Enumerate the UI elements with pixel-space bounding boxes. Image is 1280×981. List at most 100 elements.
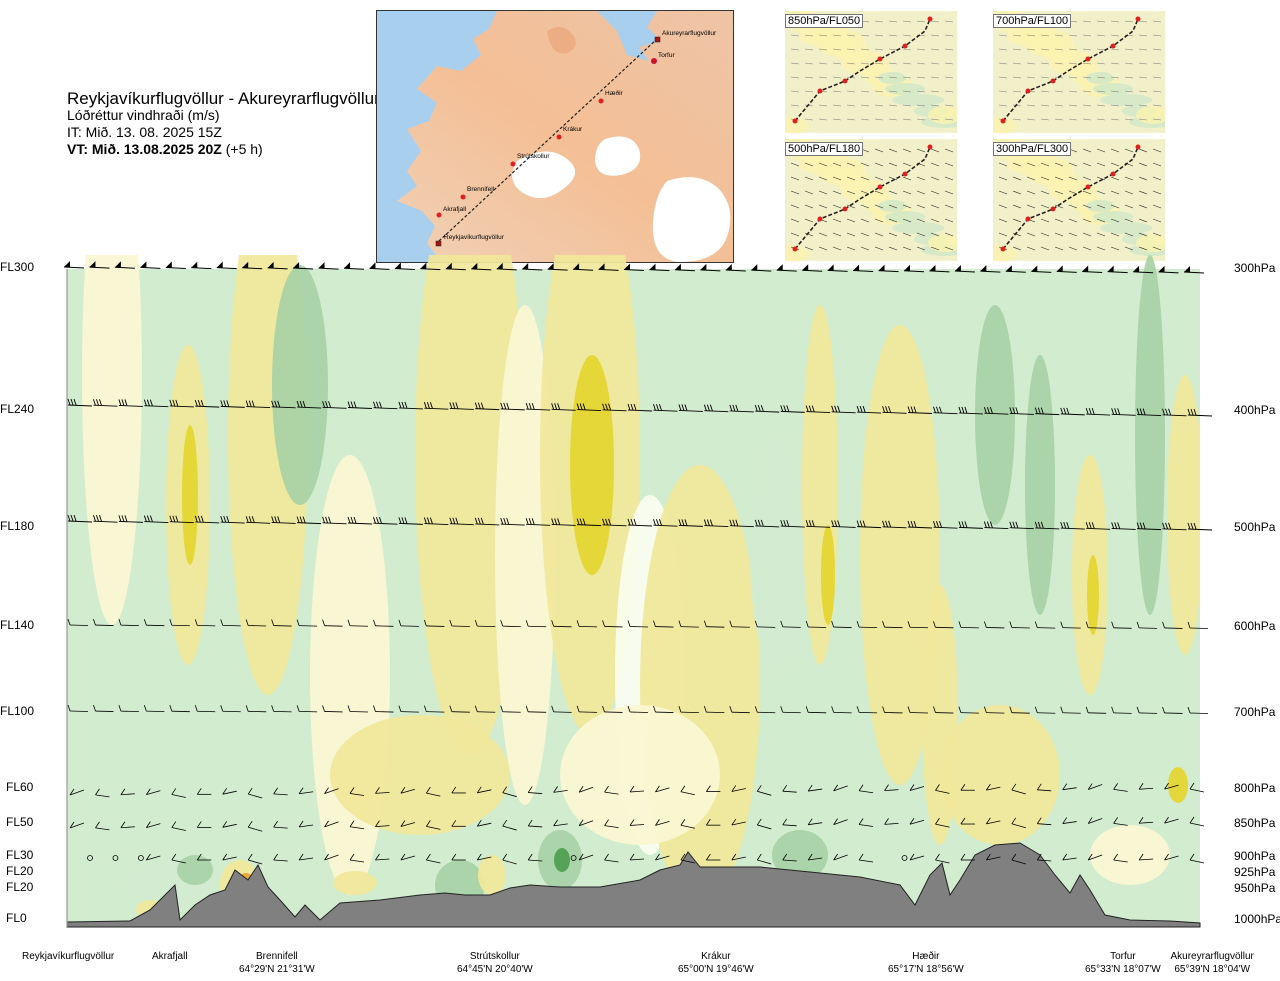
minimap-barb (818, 246, 828, 251)
wind-barb (958, 706, 979, 714)
wind-barb (69, 788, 85, 796)
pressure-level-label: 300hPa (1234, 261, 1276, 275)
minimap-barb (1040, 176, 1050, 181)
wind-barb (527, 819, 543, 828)
minimap-cell (1093, 83, 1133, 95)
wind-barb (827, 264, 848, 272)
minimap-barb (1110, 118, 1120, 121)
minimap-marker (1025, 88, 1031, 94)
minimap-marker (817, 216, 823, 222)
minimap-cell (1093, 211, 1133, 223)
minimap-barb (832, 90, 842, 93)
minimap-barb (930, 190, 940, 195)
minimap-barb (1068, 118, 1078, 121)
minimap-barb (1124, 20, 1134, 23)
wind-barb (220, 515, 245, 524)
wind-barb (1087, 783, 1103, 790)
minimap-barb (944, 34, 954, 37)
minimap-barb (846, 104, 856, 107)
wind-barb (909, 784, 925, 791)
minimap-barb (1152, 232, 1162, 237)
minimap-barb (1096, 162, 1106, 167)
minimap-barb (804, 204, 814, 209)
minimap-barb (1054, 204, 1064, 209)
marker-reykjavikurflugvollur (435, 240, 442, 247)
wind-barb (95, 821, 110, 831)
minimap-barb (1152, 162, 1162, 167)
minimap-barb (1124, 190, 1134, 195)
minimap-barb (1012, 218, 1022, 223)
station-coord: 65°33'N 18°07'W (1085, 964, 1161, 975)
minimap-barb (1054, 90, 1064, 93)
minimap-barb (874, 246, 884, 251)
wind-barb (878, 264, 899, 273)
wind-barb (674, 263, 695, 272)
minimap-barb (916, 104, 926, 107)
minimap-barb (902, 218, 912, 223)
wind-barb (551, 620, 572, 628)
minimap-barb (860, 90, 870, 93)
minimap-barb (998, 104, 1008, 107)
minimap-barb (1012, 204, 1022, 209)
minimap-barb (1138, 190, 1148, 195)
wind-barb (474, 705, 496, 713)
minimap-marker (1050, 206, 1056, 212)
wind-barb (983, 706, 1005, 714)
station-label: Brennifell 64°29'N 21°31'W (239, 950, 315, 976)
minimap-cell (885, 83, 925, 95)
wind-barb (1162, 706, 1183, 714)
wind-barb (655, 853, 670, 861)
wind-barb (476, 853, 492, 861)
minimap-barb (888, 90, 898, 93)
minimap-850: 850hPa/FL050 (785, 11, 957, 133)
wind-barb (420, 262, 441, 271)
minimap-label: 850hPa/FL050 (785, 14, 864, 28)
pressure-level-label: 900hPa (1234, 849, 1276, 863)
minimap-barb (804, 218, 814, 223)
minimap-barb (1138, 162, 1148, 167)
wind-barb (782, 853, 797, 862)
minimap-barb (1138, 104, 1148, 107)
wind-barb (754, 519, 780, 528)
wind-barb (527, 853, 543, 862)
minimap-barb (1110, 20, 1120, 23)
minimap-barb (860, 48, 870, 51)
wind-barb (398, 619, 419, 627)
minimap-barb (1026, 118, 1036, 121)
minimap-barb (860, 34, 870, 37)
minimap-barb (1110, 204, 1120, 209)
wind-barb (780, 706, 801, 714)
wind-barb (980, 265, 1001, 273)
minimap-barb (874, 204, 884, 209)
minimap-barb (804, 190, 814, 195)
minimap-barb (944, 162, 954, 167)
minimap-barb (804, 232, 814, 237)
minimap-barb (944, 90, 954, 93)
wind-barb (907, 706, 929, 714)
minimap-barb (846, 232, 856, 237)
minimap-barb (888, 20, 898, 23)
minimap-barb (1152, 218, 1162, 223)
wind-barb (1036, 817, 1052, 826)
minimap-barb (832, 162, 842, 167)
minimap-barb (1152, 104, 1162, 107)
minimap-barb (888, 34, 898, 37)
minimap-barb (930, 34, 940, 37)
minimap-barb (818, 162, 828, 167)
wind-barb (196, 853, 212, 861)
wind-barb (576, 705, 598, 713)
minimap-barb (1054, 48, 1064, 51)
station-coord: 64°45'N 20°40'W (457, 964, 533, 975)
flight-level-label: FL180 (0, 519, 35, 533)
station-label: Krákur 65°00'N 19°46'W (678, 950, 754, 976)
minimap-barb (846, 118, 856, 121)
minimap-barb (874, 90, 884, 93)
minimap-barb (1068, 34, 1078, 37)
minimap-barb (902, 148, 912, 153)
minimap-barb (1096, 218, 1106, 223)
station-label: Strútskollur 64°45'N 20°40'W (457, 950, 533, 976)
minimap-barb (1054, 34, 1064, 37)
wind-barb (780, 519, 805, 528)
velocity-cell (182, 425, 198, 565)
minimap-barb (998, 48, 1008, 51)
